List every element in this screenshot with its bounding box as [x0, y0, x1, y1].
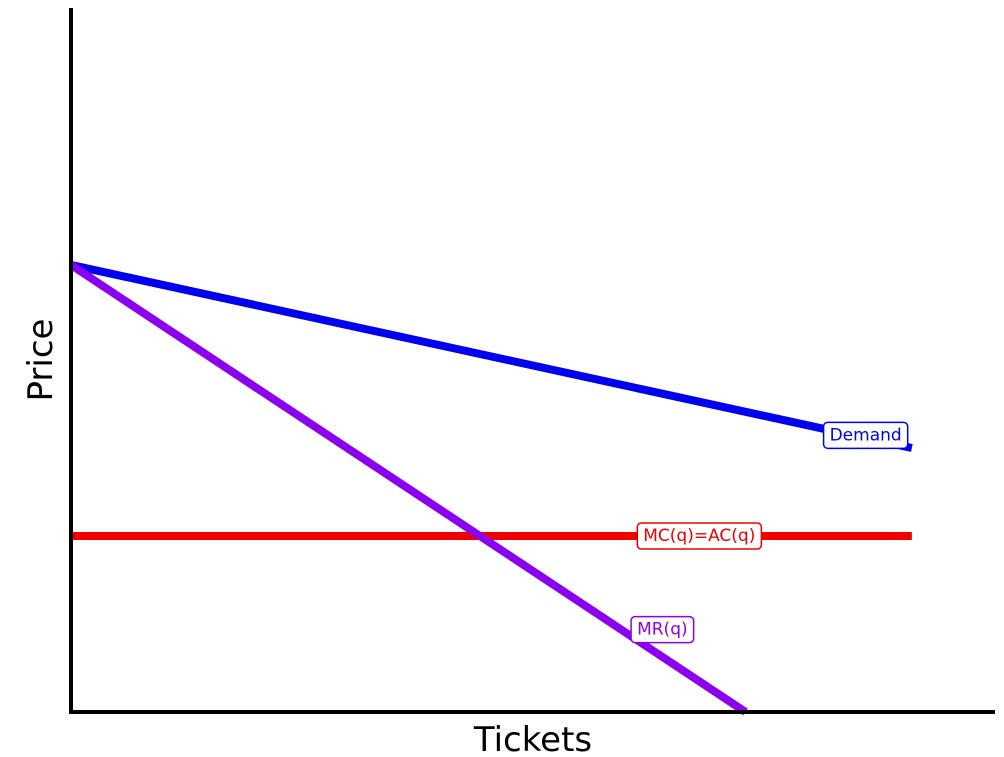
series-line-demand [70, 261, 913, 452]
series-label-box [630, 615, 695, 644]
series-label-mc-q-ac-q: MC(q)=AC(q) [636, 522, 763, 550]
x-axis-title: Tickets [473, 720, 592, 757]
series-label-mr-q: MR(q) [630, 615, 695, 644]
series-label-text: MC(q)=AC(q) [643, 526, 755, 546]
series-label-text: MR(q) [637, 620, 688, 640]
series-label-demand: Demand [822, 421, 909, 450]
y-axis-title: Price [21, 319, 61, 402]
series-label-box [822, 421, 909, 450]
series-line-mr-q [68, 261, 748, 716]
series-label-box [636, 522, 763, 550]
series-lines [68, 261, 913, 716]
series-labels: Demand MC(q)=AC(q) MR(q) [630, 421, 909, 644]
series-label-text: Demand [830, 425, 902, 445]
